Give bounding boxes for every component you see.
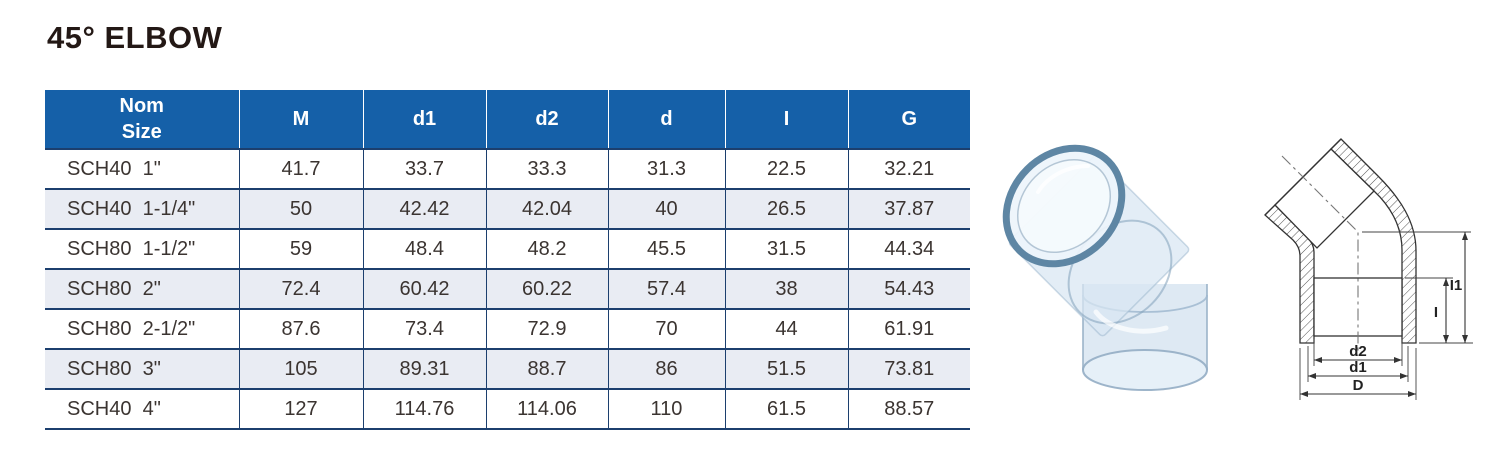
table-cell: 88.7 (485, 348, 608, 389)
elbow-section-graphic: I I1 d2 d1 (1264, 138, 1473, 400)
col-header-g: G (847, 90, 970, 149)
label-d1: d1 (1349, 359, 1367, 376)
table-cell: 60.42 (362, 268, 486, 309)
table-cell: 86 (607, 348, 725, 389)
label-l: I (1434, 304, 1438, 321)
table-cell: 88.57 (847, 388, 970, 430)
table-row: SCH80 1-1/2" 59 48.4 48.2 45.5 31.5 44.3… (45, 228, 970, 269)
col-header-nom-size: Nom Size (45, 90, 239, 149)
col-header-m: M (238, 90, 363, 149)
table-cell: 61.5 (724, 388, 848, 430)
row-label: SCH40 4" (45, 388, 239, 430)
row-label: SCH40 1" (45, 148, 239, 189)
row-label: SCH80 2-1/2" (45, 308, 239, 349)
table-cell: 51.5 (724, 348, 848, 389)
table-cell: 33.7 (362, 148, 486, 189)
centerline (1281, 155, 1359, 356)
table-cell: 44 (724, 308, 848, 349)
table-cell: 127 (238, 388, 363, 430)
dimensions-table: Nom Size M d1 d2 d I G SCH40 1" 41.7 33.… (45, 90, 970, 430)
col-header-d: d (607, 90, 725, 149)
wall-right (1330, 138, 1417, 344)
table-cell: 73.4 (362, 308, 486, 349)
table-cell: 32.21 (847, 148, 970, 189)
table-cell: 105 (238, 348, 363, 389)
label-d2: d2 (1349, 343, 1367, 360)
table-cell: 87.6 (238, 308, 363, 349)
table-cell: 50 (238, 188, 363, 229)
table-cell: 70 (607, 308, 725, 349)
table-cell: 54.43 (847, 268, 970, 309)
table-cell: 31.3 (607, 148, 725, 189)
table-cell: 40 (607, 188, 725, 229)
table-cell: 114.76 (362, 388, 486, 430)
label-l1: I1 (1450, 277, 1463, 294)
row-label: SCH40 1-1/4" (45, 188, 239, 229)
table-cell: 22.5 (724, 148, 848, 189)
table-cell: 72.9 (485, 308, 608, 349)
page-title: 45° ELBOW (47, 20, 223, 55)
row-label: SCH80 3" (45, 348, 239, 389)
dimension-l1: I1 (1450, 232, 1468, 343)
table-cell: 73.81 (847, 348, 970, 389)
table-row: SCH40 4" 127 114.76 114.06 110 61.5 88.5… (45, 388, 970, 430)
table-row: SCH40 1" 41.7 33.7 33.3 31.3 22.5 32.21 (45, 148, 970, 189)
table-cell: 48.4 (362, 228, 486, 269)
table-cell: 42.42 (362, 188, 486, 229)
col-header-d2: d2 (485, 90, 608, 149)
table-cell: 48.2 (485, 228, 608, 269)
table-cell: 37.87 (847, 188, 970, 229)
table-cell: 44.34 (847, 228, 970, 269)
table-row: SCH80 2-1/2" 87.6 73.4 72.9 70 44 61.91 (45, 308, 970, 349)
dimension-d2: d2 (1314, 343, 1402, 363)
technical-drawing-elbow: I I1 d2 d1 (1253, 98, 1485, 420)
elbow-photo-graphic (1002, 144, 1208, 391)
table-cell: 114.06 (485, 388, 608, 430)
table-cell: 59 (238, 228, 363, 269)
label-d-outer: D (1353, 377, 1364, 394)
table-cell: 110 (607, 388, 725, 430)
table-cell: 41.7 (238, 148, 363, 189)
table-row: SCH80 3" 105 89.31 88.7 86 51.5 73.81 (45, 348, 970, 389)
table-header: Nom Size M d1 d2 d I G (45, 90, 970, 149)
table-cell: 42.04 (485, 188, 608, 229)
dimension-d-outer: D (1300, 377, 1416, 397)
table-cell: 89.31 (362, 348, 486, 389)
table-cell: 57.4 (607, 268, 725, 309)
table-row: SCH40 1-1/4" 50 42.42 42.04 40 26.5 37.8… (45, 188, 970, 229)
product-photo-elbow (998, 132, 1248, 407)
row-label: SCH80 2" (45, 268, 239, 309)
table-cell: 26.5 (724, 188, 848, 229)
dimension-l: I (1434, 278, 1449, 343)
table-cell: 61.91 (847, 308, 970, 349)
table-cell: 38 (724, 268, 848, 309)
table-cell: 60.22 (485, 268, 608, 309)
table-cell: 31.5 (724, 228, 848, 269)
table-cell: 33.3 (485, 148, 608, 189)
row-label: SCH80 1-1/2" (45, 228, 239, 269)
table-cell: 72.4 (238, 268, 363, 309)
table-cell: 45.5 (607, 228, 725, 269)
dimension-d1: d1 (1308, 359, 1408, 379)
col-header-d1: d1 (362, 90, 486, 149)
col-header-l: I (724, 90, 848, 149)
table-row: SCH80 2" 72.4 60.42 60.22 57.4 38 54.43 (45, 268, 970, 309)
